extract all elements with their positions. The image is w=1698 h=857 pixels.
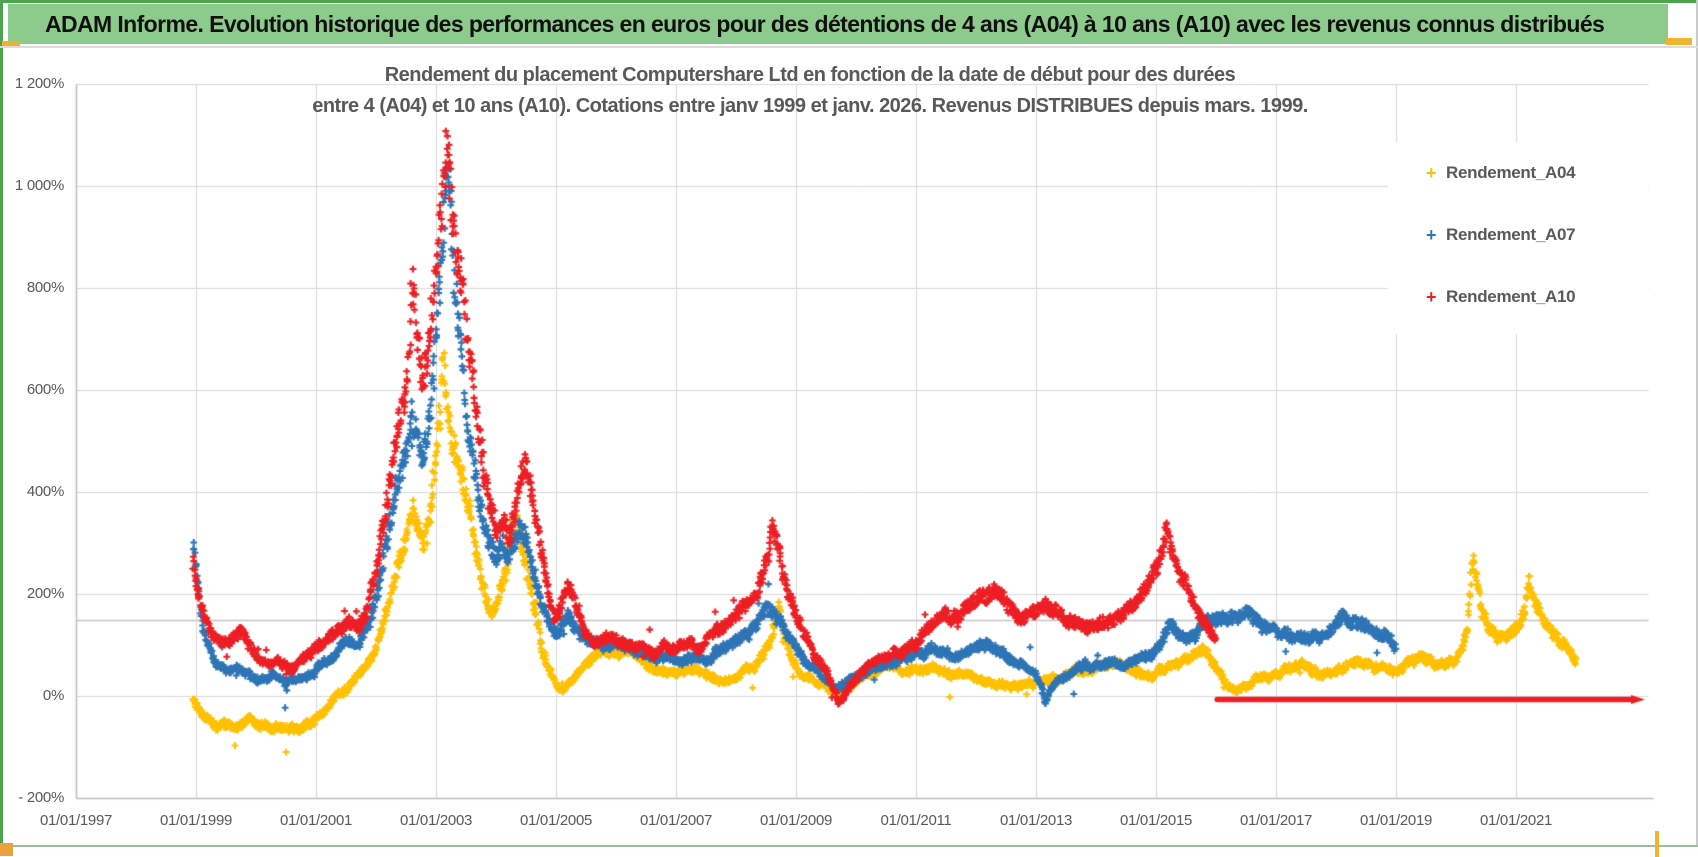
chart-title: Rendement du placement Computershare Ltd…	[300, 60, 1320, 122]
y-axis-label: 1 200%	[14, 75, 64, 92]
header-divider	[0, 46, 1698, 48]
frame-border-bottom	[0, 845, 1698, 847]
frame-border-left	[0, 0, 3, 847]
chart-title-line1: Rendement du placement Computershare Ltd…	[384, 64, 1236, 86]
header-bar: ADAM Informe. Evolution historique des p…	[8, 4, 1668, 44]
header-title: ADAM Informe. Evolution historique des p…	[45, 10, 1605, 37]
y-axis-label: 1 000%	[14, 177, 64, 194]
x-axis-label: 01/01/2019	[1359, 812, 1433, 829]
x-axis-label: 01/01/2013	[999, 812, 1073, 829]
chart-title-line2: entre 4 (A04) et 10 ans (A10). Cotations…	[312, 95, 1308, 117]
y-axis-label: 400%	[26, 483, 64, 500]
legend-marker-plus-icon: +	[1426, 286, 1437, 307]
x-axis-label: 01/01/2003	[399, 812, 473, 829]
x-axis-label: 01/01/2007	[639, 812, 713, 829]
legend-item-rendement_a04[interactable]: + Rendement_A04	[1388, 142, 1648, 204]
x-axis-label: 01/01/2009	[759, 812, 833, 829]
y-axis-label: 600%	[26, 381, 64, 398]
legend-label: Rendement_A07	[1446, 225, 1576, 244]
x-axis-label: 01/01/1997	[39, 812, 113, 829]
legend-marker-plus-icon: +	[1426, 224, 1437, 245]
y-axis-label: - 200%	[18, 789, 64, 806]
x-axis-label: 01/01/2015	[1119, 812, 1193, 829]
legend-marker-plus-icon: +	[1426, 162, 1437, 183]
frame-border-top	[0, 0, 1698, 3]
y-axis-label: 200%	[26, 585, 64, 602]
y-axis-label: 800%	[26, 279, 64, 296]
selection-handle-bottom-left	[0, 843, 13, 856]
selection-handle-bottom-right	[1655, 831, 1659, 857]
selection-handle-top-right	[1666, 38, 1692, 45]
x-axis-label: 01/01/2021	[1479, 812, 1553, 829]
frame-border-right	[1696, 0, 1698, 847]
x-axis-label: 01/01/1999	[159, 812, 233, 829]
legend-item-rendement_a10[interactable]: + Rendement_A10	[1388, 266, 1648, 328]
x-axis-label: 01/01/2001	[279, 812, 353, 829]
legend-item-rendement_a07[interactable]: + Rendement_A07	[1388, 204, 1648, 266]
x-axis-label: 01/01/2011	[880, 812, 952, 829]
x-axis-label: 01/01/2005	[519, 812, 593, 829]
selection-handle-top-left	[2, 41, 20, 46]
y-axis-label: 0%	[42, 687, 64, 704]
legend: + Rendement_A04 + Rendement_A07 + Rendement_A…	[1388, 142, 1648, 334]
legend-label: Rendement_A04	[1446, 163, 1576, 182]
legend-label: Rendement_A10	[1446, 287, 1576, 306]
x-axis-label: 01/01/2017	[1239, 812, 1313, 829]
